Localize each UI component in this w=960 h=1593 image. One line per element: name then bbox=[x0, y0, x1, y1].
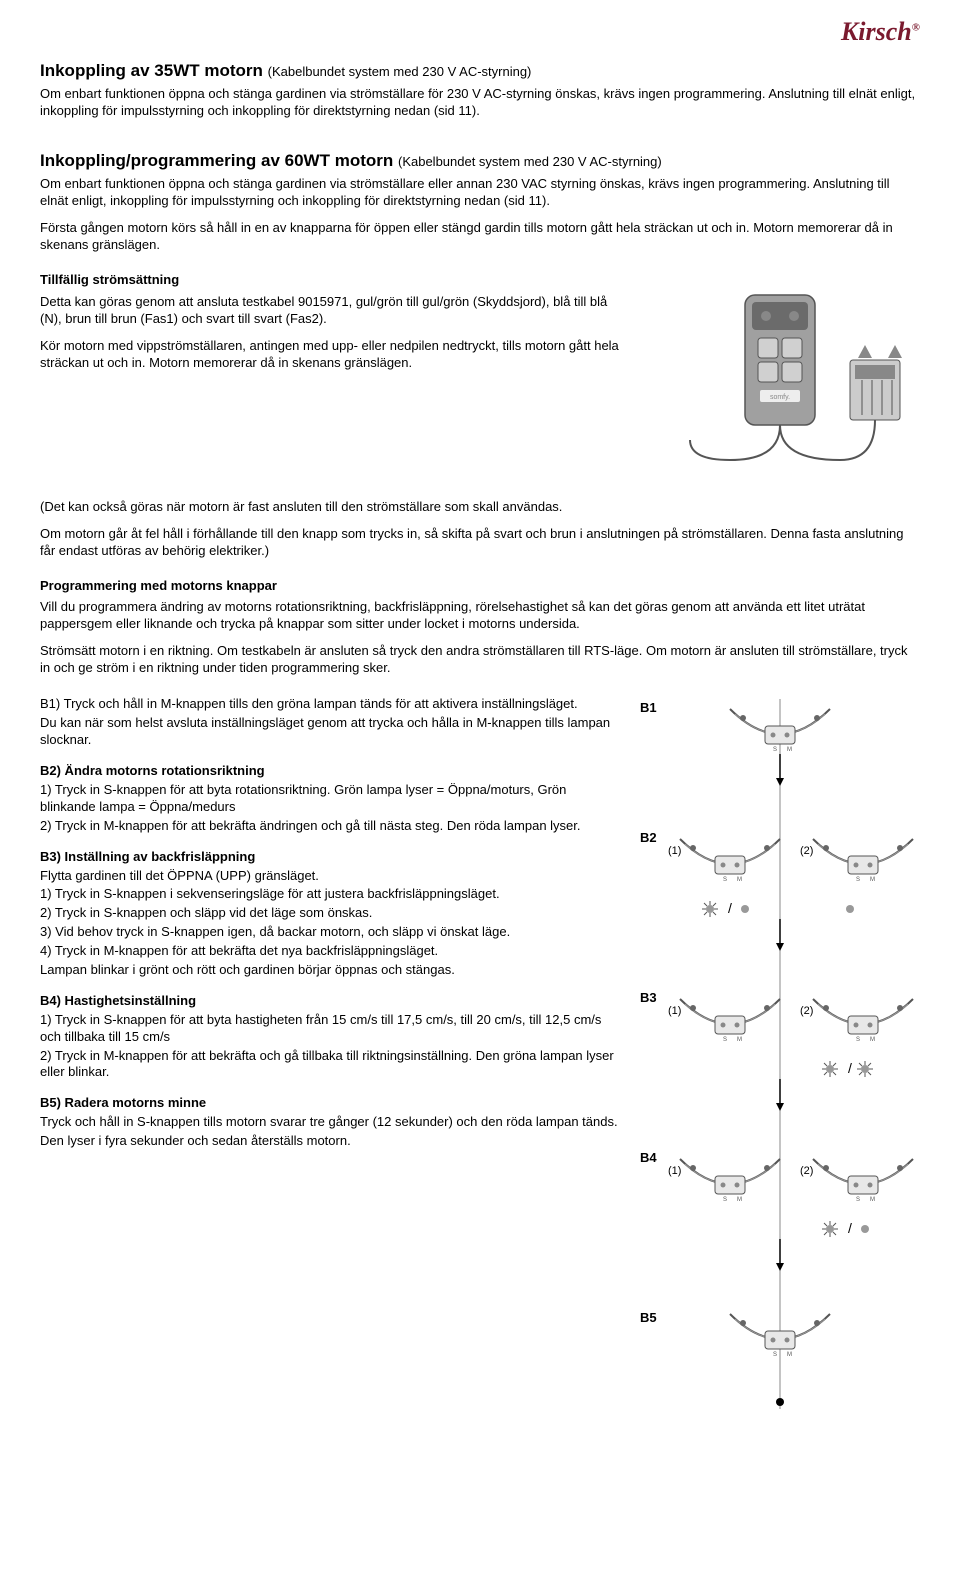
svg-text:/: / bbox=[848, 1060, 852, 1076]
step-b3-text1: Flytta gardinen till det ÖPPNA (UPP) grä… bbox=[40, 868, 620, 885]
section-60wt-text1: Om enbart funktionen öppna och stänga ga… bbox=[40, 176, 920, 210]
diagram-b1-label: B1 bbox=[640, 700, 657, 715]
temp-power-text3: (Det kan också göras när motorn är fast … bbox=[40, 499, 920, 516]
temp-power-text1: Detta kan göras genom att ansluta testka… bbox=[40, 294, 620, 328]
step-b3-text3: 2) Tryck in S-knappen och släpp vid det … bbox=[40, 905, 620, 922]
step-b4-text2: 2) Tryck in M-knappen för att bekräfta o… bbox=[40, 1048, 620, 1082]
brand-logo-reg: ® bbox=[912, 21, 920, 33]
svg-text:/: / bbox=[728, 900, 732, 916]
prog-buttons-heading: Programmering med motorns knappar bbox=[40, 578, 920, 595]
svg-text:(2): (2) bbox=[800, 845, 813, 857]
section-35wt-heading: Inkoppling av 35WT motorn (Kabelbundet s… bbox=[40, 60, 920, 82]
temp-power-text2: Kör motorn med vippströmställaren, antin… bbox=[40, 338, 620, 372]
temp-power-heading: Tillfällig strömsättning bbox=[40, 272, 920, 289]
step-b2-heading: B2) Ändra motorns rotationsriktning bbox=[40, 763, 620, 780]
section-60wt-title: Inkoppling/programmering av 60WT motorn bbox=[40, 151, 393, 170]
step-b3-text6: Lampan blinkar i grönt och rött och gard… bbox=[40, 962, 620, 979]
diagram-b3-label: B3 bbox=[640, 990, 657, 1005]
section-60wt-text2: Första gången motorn körs så håll in en … bbox=[40, 220, 920, 254]
section-60wt-heading: Inkoppling/programmering av 60WT motorn … bbox=[40, 150, 920, 172]
step-b5-text2: Den lyser i fyra sekunder och sedan åter… bbox=[40, 1133, 620, 1150]
svg-text:somfy.: somfy. bbox=[770, 394, 790, 401]
section-35wt-sub: (Kabelbundet system med 230 V AC-styrnin… bbox=[268, 64, 532, 79]
step-b1: B1) Tryck och håll in M-knappen tills de… bbox=[40, 696, 620, 749]
diagram-b2-label: B2 bbox=[640, 830, 657, 845]
svg-text:(1): (1) bbox=[668, 1005, 681, 1017]
svg-text:(2): (2) bbox=[800, 1165, 813, 1177]
step-b4-text1: 1) Tryck in S-knappen för att byta hasti… bbox=[40, 1012, 620, 1046]
diagram-column: S M bbox=[640, 694, 920, 1419]
step-b1-text1: B1) Tryck och håll in M-knappen tills de… bbox=[40, 696, 620, 713]
prog-buttons-text2: Strömsätt motorn i en riktning. Om testk… bbox=[40, 643, 920, 677]
svg-text:/: / bbox=[848, 1220, 852, 1236]
step-b3-text2: 1) Tryck in S-knappen i sekvenseringsläg… bbox=[40, 886, 620, 903]
svg-text:(1): (1) bbox=[668, 845, 681, 857]
step-b5: B5) Radera motorns minne Tryck och håll … bbox=[40, 1095, 620, 1150]
section-35wt-title: Inkoppling av 35WT motorn bbox=[40, 61, 263, 80]
step-b3-heading: B3) Inställning av backfrisläppning bbox=[40, 849, 620, 866]
brand-logo: Kirsch® bbox=[841, 15, 920, 49]
step-b3-text4: 3) Vid behov tryck in S-knappen igen, då… bbox=[40, 924, 620, 941]
svg-text:(1): (1) bbox=[668, 1165, 681, 1177]
step-b5-text1: Tryck och håll in S-knappen tills motorn… bbox=[40, 1114, 620, 1131]
section-60wt-sub: (Kabelbundet system med 230 V AC-styrnin… bbox=[398, 154, 662, 169]
section-35wt-text: Om enbart funktionen öppna och stänga ga… bbox=[40, 86, 920, 120]
step-b2: B2) Ändra motorns rotationsriktning 1) T… bbox=[40, 763, 620, 835]
step-b4: B4) Hastighetsinställning 1) Tryck in S-… bbox=[40, 993, 620, 1081]
temp-power-text4: Om motorn går åt fel håll i förhållande … bbox=[40, 526, 920, 560]
step-b3: B3) Inställning av backfrisläppning Flyt… bbox=[40, 849, 620, 979]
remote-wiring-diagram: somfy. bbox=[640, 290, 920, 490]
prog-buttons-text1: Vill du programmera ändring av motorns r… bbox=[40, 599, 920, 633]
step-b2-text2: 2) Tryck in M-knappen för att bekräfta ä… bbox=[40, 818, 620, 835]
diagram-b5-label: B5 bbox=[640, 1310, 657, 1325]
step-b1-text2: Du kan när som helst avsluta inställning… bbox=[40, 715, 620, 749]
step-b5-heading: B5) Radera motorns minne bbox=[40, 1095, 620, 1112]
diagram-b4-label: B4 bbox=[640, 1150, 657, 1165]
steps-diagram: S M bbox=[640, 694, 920, 1414]
brand-logo-text: Kirsch bbox=[841, 17, 912, 46]
step-b2-text1: 1) Tryck in S-knappen för att byta rotat… bbox=[40, 782, 620, 816]
svg-text:(2): (2) bbox=[800, 1005, 813, 1017]
step-b4-heading: B4) Hastighetsinställning bbox=[40, 993, 620, 1010]
step-b3-text5: 4) Tryck in M-knappen för att bekräfta d… bbox=[40, 943, 620, 960]
